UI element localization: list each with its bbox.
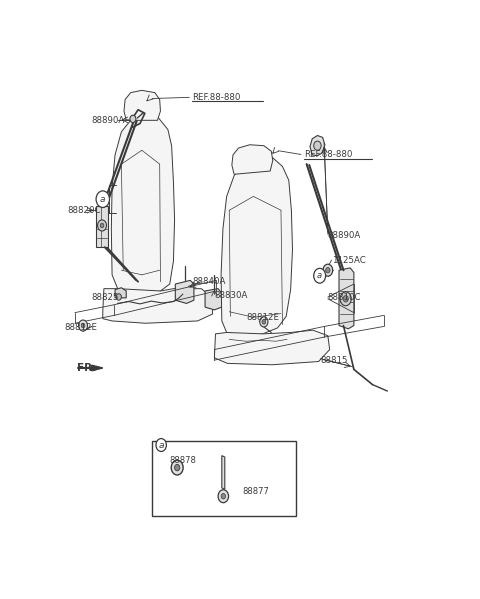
Circle shape [325, 267, 330, 273]
Circle shape [323, 264, 333, 276]
Circle shape [130, 115, 136, 123]
Polygon shape [310, 135, 325, 156]
Polygon shape [339, 268, 354, 329]
Circle shape [218, 490, 228, 503]
Polygon shape [92, 365, 103, 371]
Polygon shape [96, 205, 108, 247]
Circle shape [96, 191, 109, 207]
Text: 88825: 88825 [92, 294, 119, 302]
Circle shape [100, 223, 104, 228]
Circle shape [175, 464, 180, 471]
Text: 88878: 88878 [170, 456, 197, 465]
Polygon shape [111, 113, 175, 294]
Text: 88890A: 88890A [328, 231, 361, 240]
Text: 88810C: 88810C [328, 294, 361, 302]
Text: 88877: 88877 [242, 487, 269, 496]
Text: 88812E: 88812E [64, 323, 97, 332]
Text: 1125AC: 1125AC [332, 256, 365, 265]
Circle shape [343, 295, 348, 302]
Polygon shape [124, 90, 160, 120]
Circle shape [156, 438, 167, 452]
Text: 88840A: 88840A [192, 277, 226, 286]
Circle shape [314, 141, 321, 150]
Polygon shape [232, 145, 273, 174]
Text: REF.88-880: REF.88-880 [192, 93, 240, 102]
Text: a: a [158, 440, 164, 449]
Text: 88830A: 88830A [215, 291, 248, 300]
Polygon shape [103, 289, 213, 323]
Circle shape [260, 317, 268, 327]
Text: REF.88-880: REF.88-880 [304, 150, 352, 159]
Circle shape [262, 319, 266, 324]
Circle shape [116, 294, 121, 300]
Circle shape [221, 494, 226, 499]
Polygon shape [175, 280, 194, 304]
Circle shape [97, 220, 107, 231]
Polygon shape [205, 289, 222, 310]
Circle shape [340, 292, 351, 305]
Polygon shape [215, 330, 330, 365]
Polygon shape [221, 156, 292, 335]
Circle shape [314, 268, 325, 283]
Circle shape [81, 323, 85, 328]
Text: a: a [317, 271, 322, 280]
Text: 88812E: 88812E [246, 313, 279, 322]
Circle shape [171, 460, 183, 475]
Polygon shape [115, 288, 126, 298]
Text: 88820C: 88820C [67, 205, 101, 215]
Bar [152, 441, 296, 516]
Text: 88890A: 88890A [92, 116, 125, 125]
Circle shape [79, 320, 87, 331]
Text: FR.: FR. [77, 363, 96, 373]
Polygon shape [222, 456, 225, 489]
Text: a: a [100, 195, 106, 204]
Text: 88815: 88815 [321, 356, 348, 365]
